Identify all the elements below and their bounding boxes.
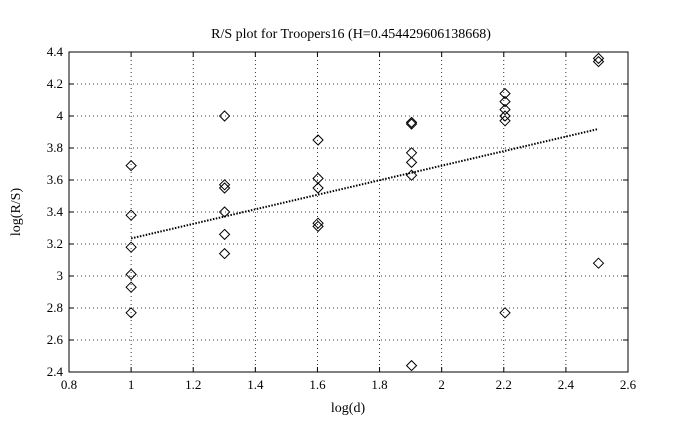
x-tick-label: 2.2 [496, 377, 512, 392]
data-point-diamond [499, 103, 511, 116]
y-tick-label: 4 [57, 108, 64, 123]
data-point-diamond [312, 220, 324, 233]
data-point-diamond [218, 228, 231, 241]
x-tick-label: 2 [438, 377, 445, 392]
data-point-diamond [218, 182, 231, 194]
axis-ticks [68, 51, 629, 373]
x-tick-label: 2.6 [620, 377, 637, 392]
y-tick-label: 3.2 [47, 236, 63, 251]
data-point-diamond [592, 52, 605, 65]
x-tick-label: 1 [128, 377, 135, 392]
data-point-diamond [218, 179, 231, 191]
data-point-diamond [218, 247, 231, 260]
y-tick-label: 3.4 [47, 204, 64, 219]
y-tick-label: 3.6 [47, 172, 64, 187]
fit-line [130, 127, 599, 240]
y-axis-title: log(R/S) [9, 188, 24, 237]
data-point-diamond [218, 110, 231, 122]
data-point-diamond [405, 359, 418, 372]
data-point-diamond [312, 134, 324, 146]
data-point-diamond [499, 115, 511, 127]
y-tick-label: 2.6 [47, 332, 64, 347]
data-point-diamond [405, 169, 418, 181]
y-tick-label: 4.4 [47, 44, 64, 59]
x-tick-label: 1.2 [185, 377, 201, 392]
data-point-diamond [405, 147, 418, 159]
data-point-diamond [125, 268, 137, 281]
data-point-diamond [499, 95, 511, 108]
data-point-diamond [499, 110, 511, 122]
x-tick-label: 1.4 [247, 377, 264, 392]
plot-frame [68, 51, 629, 373]
data-point-diamond [592, 257, 605, 269]
data-point-diamond [125, 281, 137, 293]
fit-line-group [130, 127, 599, 240]
x-tick-label: 1.6 [309, 377, 326, 392]
x-axis-title: log(d) [331, 401, 366, 416]
grid-lines [69, 52, 628, 372]
chart-title: R/S plot for Troopers16 (H=0.45442960613… [211, 27, 491, 42]
data-point-diamond [499, 307, 511, 319]
data-point-diamond [312, 172, 324, 185]
y-tick-label: 2.8 [47, 300, 63, 315]
data-point-diamond [592, 55, 605, 68]
data-point-diamond [125, 241, 137, 253]
y-tick-label: 3 [57, 268, 64, 283]
data-point-diamond [405, 116, 418, 129]
data-point-diamond [125, 159, 137, 172]
data-point-diamond [405, 118, 418, 130]
y-tick-labels: 2.4 2.6 2.8 3 3.2 3.4 3.6 3.8 4 4.2 4.4 [47, 44, 64, 379]
y-tick-label: 4.2 [47, 76, 63, 91]
data-point-diamond [312, 217, 324, 229]
data-point-diamond [405, 156, 418, 169]
x-tick-labels: 0.8 1 1.2 1.4 1.6 1.8 2 2.2 2.4 2.6 [61, 377, 637, 392]
data-point-diamond [218, 206, 231, 218]
data-point-diamond [125, 307, 137, 319]
data-point-diamond [125, 209, 137, 221]
y-tick-label: 2.4 [47, 364, 64, 379]
y-tick-label: 3.8 [47, 140, 63, 155]
data-point-diamond [499, 87, 511, 100]
data-point-diamond [312, 182, 324, 194]
data-points [125, 52, 605, 372]
x-tick-label: 1.8 [371, 377, 387, 392]
x-tick-label: 0.8 [61, 377, 77, 392]
x-tick-label: 2.4 [558, 377, 575, 392]
